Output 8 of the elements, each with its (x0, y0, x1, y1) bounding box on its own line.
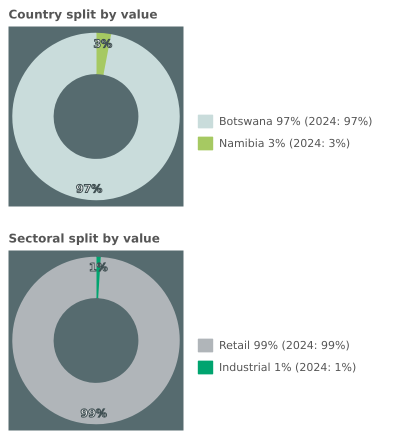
legend-label: Retail 99% (2024: 99%) (219, 338, 350, 352)
legend-label: Botswana 97% (2024: 97%) (219, 114, 372, 128)
chart-title: Sectoral split by value (8, 232, 160, 246)
legend-label: Industrial 1% (2024: 1%) (219, 360, 356, 374)
legend-label: Namibia 3% (2024: 3%) (219, 136, 350, 150)
chart-title: Country split by value (8, 8, 158, 22)
data-label: 97% (76, 182, 102, 196)
data-label: 99% (80, 406, 107, 420)
